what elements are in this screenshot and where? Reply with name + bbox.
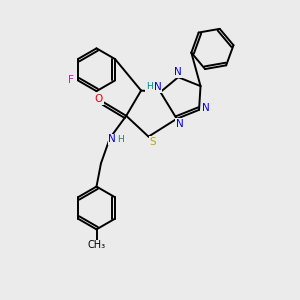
Text: N: N (150, 85, 158, 95)
Text: N: N (174, 67, 182, 77)
Text: N: N (145, 83, 152, 94)
Text: CH₃: CH₃ (87, 240, 106, 250)
Text: O: O (94, 94, 103, 104)
Text: S: S (150, 137, 156, 147)
Text: N: N (148, 83, 156, 94)
Text: N: N (108, 134, 116, 144)
Text: H: H (117, 135, 124, 144)
Text: N: N (176, 119, 184, 129)
Text: N: N (154, 82, 161, 92)
Text: N: N (150, 85, 158, 95)
Text: F: F (68, 76, 74, 85)
Text: N: N (202, 103, 209, 113)
Text: H: H (146, 82, 152, 91)
